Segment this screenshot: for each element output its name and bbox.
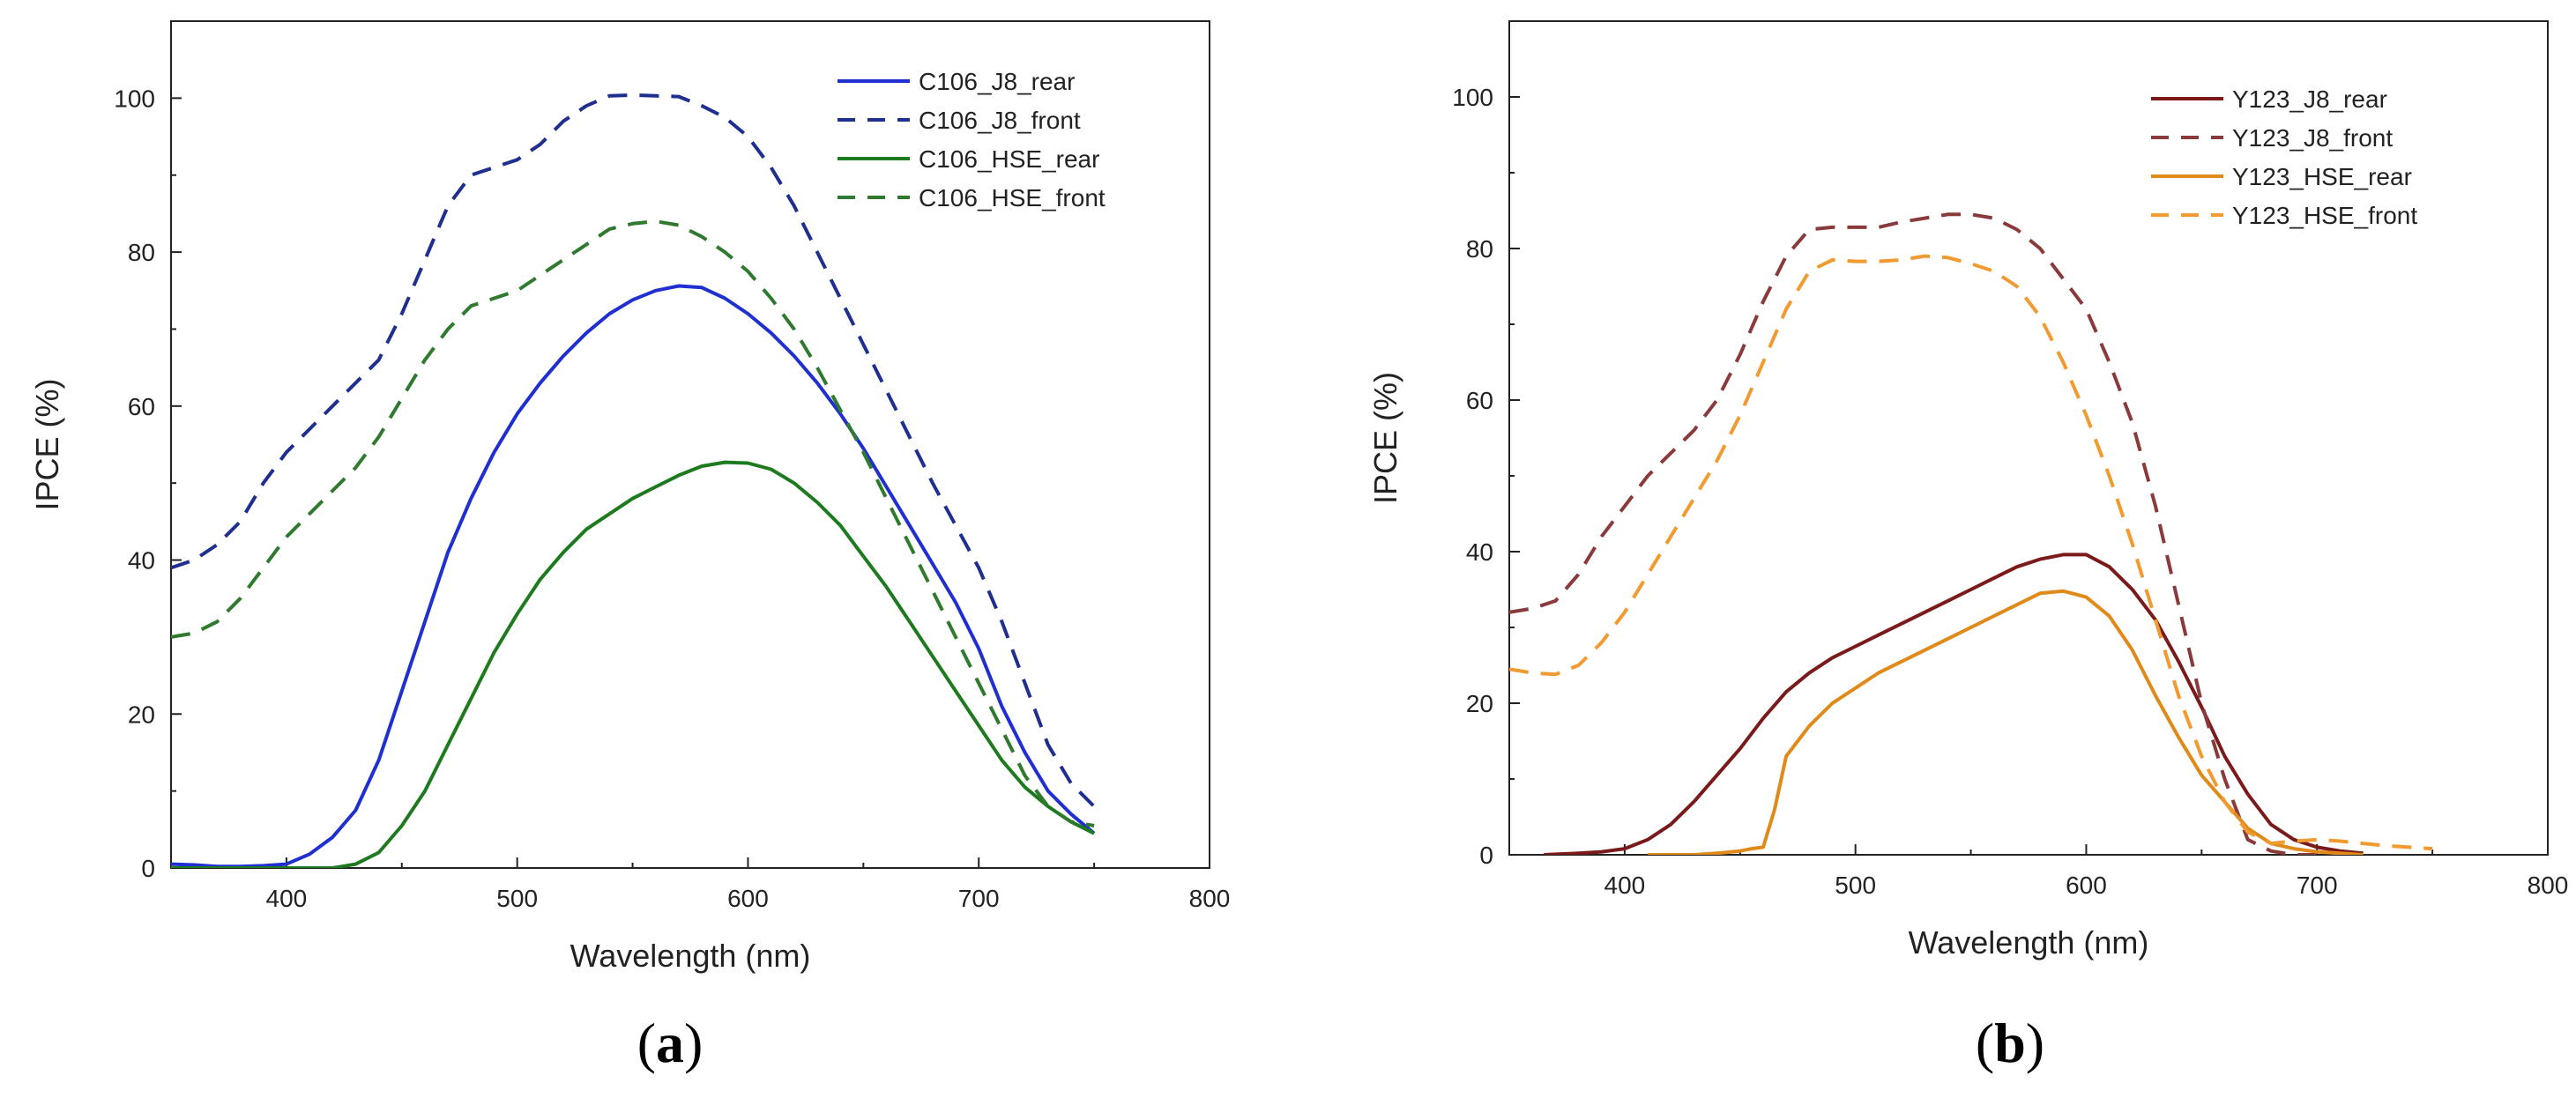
panel-label-letter: a	[656, 1012, 684, 1074]
panel-label-letter: b	[1994, 1012, 2026, 1074]
series-line-Y123_J8_rear	[1544, 553, 2364, 855]
x-axis-label: Wavelength (nm)	[570, 938, 811, 974]
x-tick-label: 700	[958, 885, 1000, 912]
series-line-C106_J8_rear	[171, 284, 1096, 868]
x-tick-label: 500	[496, 885, 538, 912]
series-line-Y123_HSE_front	[1509, 254, 2433, 851]
panel-label-close-paren: )	[684, 1012, 703, 1074]
y-axis-label: IPCE (%)	[1367, 372, 1403, 504]
x-tick-label: 500	[1835, 872, 1876, 899]
legend-label-C106_J8_front: C106_J8_front	[919, 107, 1081, 134]
panel-label: (b)	[1976, 1012, 2044, 1074]
legend-label-Y123_J8_front: Y123_J8_front	[2232, 124, 2393, 152]
y-tick-label: 100	[1452, 84, 1493, 111]
y-tick-label: 40	[1466, 538, 1493, 566]
series-line-Y123_J8_front	[1509, 212, 2318, 855]
y-tick-label: 20	[1466, 690, 1493, 717]
x-tick-label: 800	[1189, 885, 1231, 912]
x-tick-label: 600	[727, 885, 769, 912]
legend-label-C106_HSE_front: C106_HSE_front	[919, 184, 1106, 211]
y-tick-label: 60	[1466, 387, 1493, 414]
legend-label-Y123_HSE_rear: Y123_HSE_rear	[2232, 163, 2412, 190]
y-tick-label: 40	[128, 547, 155, 575]
x-tick-label: 700	[2297, 872, 2338, 899]
panel-label: (a)	[637, 1012, 704, 1074]
x-tick-label: 400	[1604, 872, 1646, 899]
legend-label-C106_HSE_rear: C106_HSE_rear	[919, 145, 1099, 173]
y-tick-label: 0	[141, 855, 155, 882]
y-tick-label: 0	[1479, 842, 1493, 869]
x-tick-label: 800	[2528, 872, 2569, 899]
x-tick-label: 600	[2066, 872, 2107, 899]
series-line-Y123_HSE_rear	[1648, 589, 2364, 855]
y-tick-label: 20	[128, 701, 155, 728]
y-tick-label: 80	[1466, 235, 1493, 263]
plot-frame	[1508, 20, 2549, 856]
plot-frame	[170, 20, 1210, 869]
legend-label-Y123_J8_rear: Y123_J8_rear	[2232, 85, 2387, 113]
series-line-C106_J8_front	[171, 93, 1096, 808]
x-axis-label: Wavelength (nm)	[1909, 924, 2149, 961]
y-tick-label: 80	[128, 239, 155, 266]
legend-label-C106_J8_rear: C106_J8_rear	[919, 68, 1075, 95]
legend-label-Y123_HSE_front: Y123_HSE_front	[2232, 202, 2417, 229]
y-tick-label: 60	[128, 393, 155, 420]
x-tick-label: 400	[266, 885, 308, 912]
y-axis-label: IPCE (%)	[29, 378, 65, 510]
series-line-C106_HSE_front	[171, 219, 1095, 827]
panel-a-chart: 400 500 600 700 800 0 20 40 60 80 100 Wavelength (n…	[29, 20, 1231, 1074]
panel-label-open-paren: (	[1976, 1012, 1994, 1074]
y-tick-label: 100	[114, 85, 155, 112]
panel-b-chart: 400 500 600 700 800 0 20 40 60 80 100 Wavelength (n…	[1367, 20, 2569, 1074]
series-line-C106_HSE_rear	[171, 460, 1095, 868]
panel-label-close-paren: )	[2026, 1012, 2044, 1074]
panel-label-open-paren: (	[637, 1012, 656, 1074]
